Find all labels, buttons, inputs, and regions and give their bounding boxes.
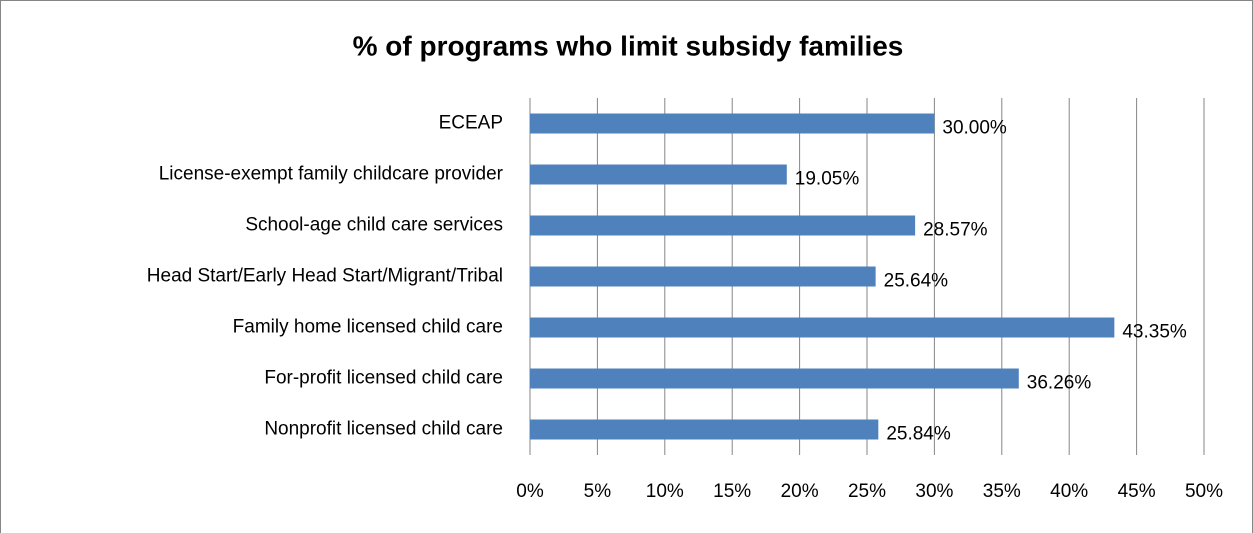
x-tick-label: 25%: [848, 481, 886, 502]
chart-title: % of programs who limit subsidy families: [353, 30, 904, 61]
x-tick-label: 15%: [713, 481, 751, 502]
y-tick-label: License-exempt family childcare provider: [159, 164, 504, 185]
bar: [530, 164, 787, 185]
y-tick-label: ECEAP: [439, 113, 503, 134]
data-label: 30.00%: [942, 118, 1007, 139]
data-label: 43.35%: [1122, 322, 1187, 343]
bar: [530, 215, 916, 236]
x-tick-label: 0%: [516, 481, 544, 502]
bar: [530, 266, 876, 287]
bar: [530, 113, 935, 134]
y-tick-label: Nonprofit licensed child care: [264, 419, 503, 440]
data-label: 36.26%: [1027, 373, 1092, 394]
data-label: 28.57%: [923, 220, 988, 241]
y-tick-label: School-age child care services: [245, 215, 503, 236]
y-tick-label: Family home licensed child care: [233, 317, 503, 338]
data-label: 25.64%: [884, 271, 949, 292]
bar: [530, 317, 1115, 338]
y-tick-label: For-profit licensed child care: [264, 368, 503, 389]
x-tick-label: 10%: [646, 481, 684, 502]
data-label: 19.05%: [795, 169, 860, 190]
y-tick-label: Head Start/Early Head Start/Migrant/Trib…: [147, 266, 503, 287]
data-label: 25.84%: [886, 424, 951, 445]
x-tick-label: 20%: [781, 481, 819, 502]
x-tick-label: 50%: [1185, 481, 1223, 502]
x-tick-label: 35%: [983, 481, 1021, 502]
bar: [530, 419, 879, 440]
x-tick-label: 40%: [1050, 481, 1088, 502]
x-tick-label: 45%: [1118, 481, 1156, 502]
x-tick-label: 30%: [915, 481, 953, 502]
x-tick-label: 5%: [584, 481, 612, 502]
bar: [530, 368, 1019, 389]
